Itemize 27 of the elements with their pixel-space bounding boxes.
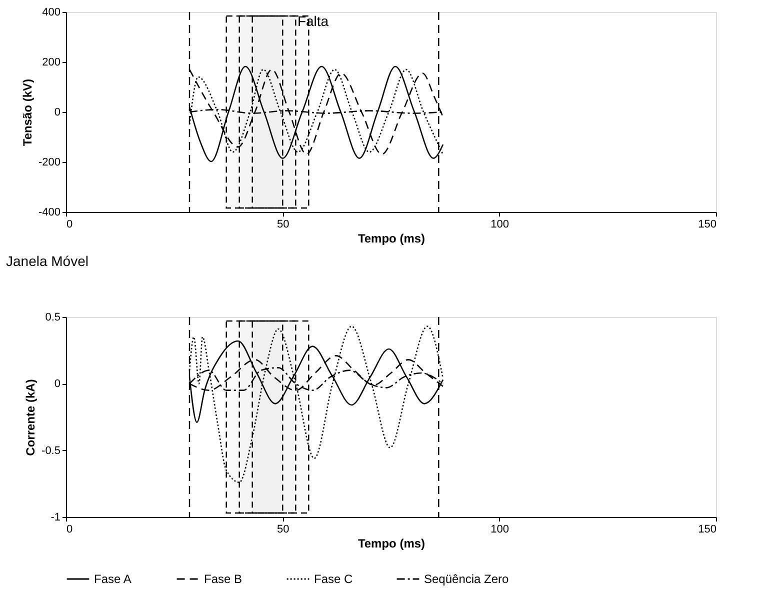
text: Janela Móvel (6, 253, 88, 269)
y-tick-label: 200 (42, 56, 60, 68)
x-tick-label: 100 (490, 524, 510, 536)
x-axis-title: Tempo (ms) (358, 536, 426, 550)
y-tick-label: 0 (54, 106, 60, 118)
y-tick-label: -400 (38, 206, 60, 218)
y-tick-label: -200 (38, 156, 60, 168)
y-tick-label: -0.5 (42, 444, 60, 457)
legend-label: Fase A (94, 572, 132, 586)
y-tick-label: 0 (54, 378, 60, 390)
x-tick-label: 0 (66, 218, 73, 230)
legend-label: Fase B (204, 572, 242, 586)
x-tick-label: 150 (698, 524, 716, 536)
legend-label: Seqüência Zero (424, 572, 510, 586)
y-axis-title: Tensão (kV) (20, 78, 34, 146)
legend-label: Fase C (314, 572, 354, 586)
x-tick-label: 50 (277, 218, 290, 230)
x-tick-label: 50 (277, 524, 290, 536)
x-axis-title: Tempo (ms) (358, 232, 426, 246)
x-tick-label: 0 (66, 524, 73, 536)
y-tick-label: 400 (42, 6, 60, 18)
annotation: Falta (297, 13, 329, 29)
y-tick-label: 0.5 (45, 312, 60, 324)
y-tick-label: -1 (50, 512, 60, 524)
y-axis-title: Corrente (kA) (24, 379, 38, 456)
x-tick-label: 150 (698, 218, 716, 230)
x-tick-label: 100 (490, 218, 510, 230)
